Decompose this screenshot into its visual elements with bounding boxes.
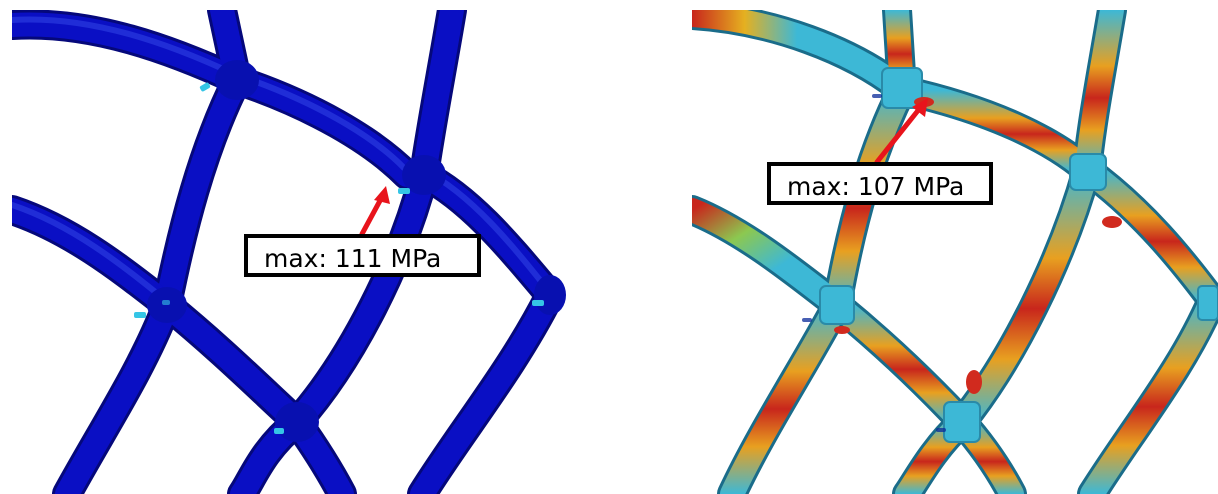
max-stress-label-left: max: 111 MPa: [244, 234, 481, 277]
stress-hotspots-left: [134, 82, 544, 434]
lattice-render-left: [12, 10, 566, 494]
arrow-left: [359, 186, 390, 237]
max-stress-label-right: max: 107 MPa: [767, 162, 993, 205]
lattice-render-right: [692, 10, 1218, 494]
stress-plot-right: max: 107 MPa: [692, 10, 1218, 494]
arrow-right: [874, 98, 928, 165]
lattice-nodes-right: [819, 67, 1218, 443]
stress-plot-left: max: 111 MPa: [12, 10, 567, 494]
